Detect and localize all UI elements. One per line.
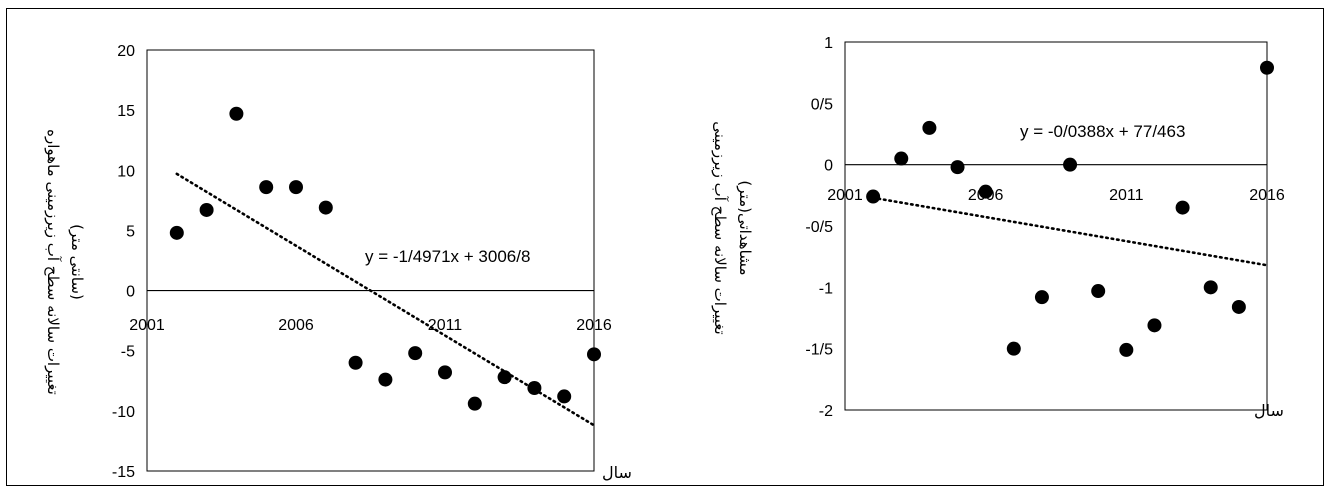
- y-tick-label: -5: [121, 344, 135, 361]
- chart-right-observed: 10/50-0/5-1-1/5-22001200620112016y = -0/…: [711, 35, 1285, 420]
- plot-area: [844, 41, 1268, 411]
- y-tick-label: 15: [117, 103, 135, 120]
- chart-left-satellite: 20 15 10 5 0 -5 -10 -15 2001 2006 2011 2016 y = -1/4…: [44, 43, 632, 482]
- y-tick-label: -1: [819, 280, 833, 297]
- trendline: [175, 172, 596, 427]
- data-point: [408, 346, 423, 361]
- x-tick-label: 2006: [278, 317, 314, 334]
- y-tick-label: 0: [824, 158, 833, 175]
- data-point: [259, 180, 274, 195]
- data-point: [978, 184, 993, 199]
- figure-frame: [6, 8, 1324, 486]
- trendline-equation: y = -1/4971x + 3006/8: [365, 247, 530, 266]
- data-point: [922, 120, 937, 135]
- data-point: [587, 347, 601, 362]
- data-point: [318, 200, 333, 215]
- data-point: [1006, 341, 1021, 356]
- trendline-equation: y = -0/0388x + 77/463: [1020, 122, 1185, 141]
- data-point: [1203, 280, 1218, 295]
- data-point: [199, 202, 214, 217]
- data-point: [378, 372, 393, 387]
- y-tick-label: -10: [112, 404, 135, 421]
- data-point: [1091, 284, 1106, 299]
- y-tick-label: 0/5: [811, 96, 833, 113]
- data-point: [438, 365, 452, 380]
- plot-area: [146, 49, 595, 472]
- data-point: [169, 225, 184, 240]
- x-tick-label: 2016: [1249, 187, 1285, 204]
- x-tick-label: 2001: [129, 317, 165, 334]
- data-point: [557, 389, 572, 404]
- data-point: [289, 180, 303, 195]
- y-tick-label: 20: [117, 43, 135, 60]
- x-axis-label: سال: [602, 463, 632, 482]
- y-tick-label: 0: [126, 284, 135, 301]
- data-point: [1147, 318, 1162, 333]
- y-tick-label: -2: [819, 403, 833, 420]
- data-point: [1175, 200, 1190, 215]
- x-tick-label: 2016: [576, 317, 612, 334]
- y-axis-label: (سانتی متر): [68, 224, 86, 300]
- y-tick-label: 5: [126, 223, 135, 240]
- y-tick-label: -1/5: [805, 342, 833, 359]
- y-axis-label: تغییرات سالانه سطح آب زیرزمینی ماهواره: [44, 129, 62, 395]
- y-axis-label: مشاهداتی(متر): [736, 180, 754, 275]
- y-tick-label: -15: [112, 464, 135, 481]
- y-axis-label: تغییرات سالانه سطح آب زیرزمینی: [711, 121, 729, 334]
- x-tick-label: 2011: [1109, 187, 1144, 204]
- x-axis-label: سال: [1254, 401, 1284, 420]
- data-point: [1034, 290, 1049, 305]
- y-tick-label: -0/5: [805, 219, 833, 236]
- y-tick-label: 1: [824, 35, 833, 52]
- data-point: [1231, 299, 1246, 314]
- data-point: [527, 381, 542, 396]
- data-point: [866, 189, 881, 204]
- data-point: [1119, 342, 1134, 357]
- data-point: [1063, 157, 1078, 172]
- data-point: [1260, 60, 1274, 75]
- trendline: [871, 196, 1269, 267]
- data-point: [348, 355, 363, 370]
- y-tick-label: 10: [117, 163, 135, 180]
- data-point: [950, 160, 965, 175]
- x-tick-label: 2001: [827, 187, 863, 204]
- data-point: [467, 396, 482, 411]
- x-tick-label: 2011: [428, 317, 463, 334]
- data-point: [894, 151, 909, 166]
- data-point: [229, 106, 244, 121]
- data-point: [497, 370, 512, 385]
